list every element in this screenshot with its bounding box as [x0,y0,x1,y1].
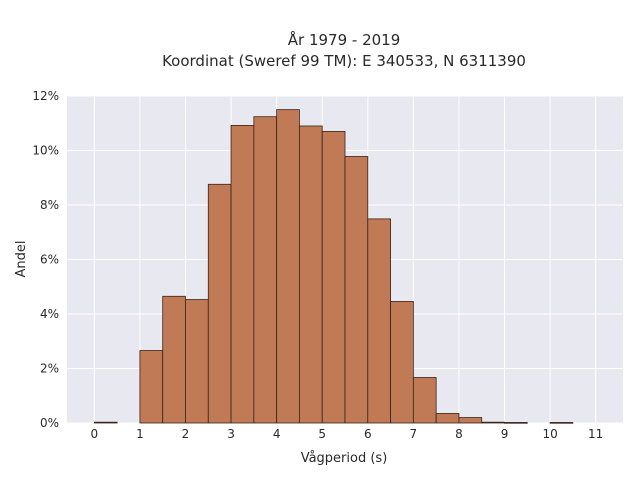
histogram-bar [504,422,528,424]
histogram-bar [390,301,414,424]
x-tick-label: 10 [542,427,557,441]
histogram-bar [458,417,483,424]
histogram-bar [367,218,391,424]
y-tick-label: 12% [32,89,59,103]
x-tick-label: 3 [227,427,235,441]
histogram-bar [435,413,460,424]
x-tick-label: 8 [455,427,463,441]
chart-title-line-2: Koordinat (Sweref 99 TM): E 340533, N 63… [162,52,526,70]
histogram-bar [276,109,300,424]
histogram-bar [549,422,574,424]
histogram-bar [481,421,505,424]
x-tick-label: 6 [364,427,372,441]
x-tick-label: 1 [136,427,144,441]
x-tick-label: 0 [91,427,99,441]
histogram-bar [253,116,278,424]
histogram-bar [321,131,346,424]
x-tick-labels: 0 1 2 3 4 5 6 7 8 9 10 11 [91,427,604,441]
bars [93,109,574,424]
chart-title-line-1: År 1979 - 2019 [288,30,401,49]
histogram-bar [412,377,437,424]
x-tick-label: 11 [588,427,603,441]
histogram-bar [139,350,164,424]
y-tick-label: 0% [40,416,59,430]
y-tick-label: 2% [40,362,59,376]
y-tick-label: 10% [32,144,59,158]
x-tick-label: 4 [273,427,281,441]
x-tick-label: 9 [501,427,509,441]
histogram-bar [344,156,369,424]
histogram-bar [185,299,209,424]
y-axis-label: Andel [14,241,29,278]
x-tick-label: 2 [182,427,190,441]
histogram-bar [207,183,232,424]
y-tick-label: 8% [40,198,59,212]
histogram-bar [299,125,323,424]
y-tick-label: 4% [40,307,59,321]
x-tick-label: 5 [318,427,326,441]
histogram-bar [93,421,118,424]
x-tick-label: 7 [410,427,418,441]
histogram-bar [162,295,186,424]
y-tick-label: 6% [40,253,59,267]
histogram-bar [230,125,255,424]
y-tick-labels: 0% 2% 4% 6% 8% 10% 12% [32,89,59,430]
x-axis-label: Vågperiod (s) [301,451,388,466]
